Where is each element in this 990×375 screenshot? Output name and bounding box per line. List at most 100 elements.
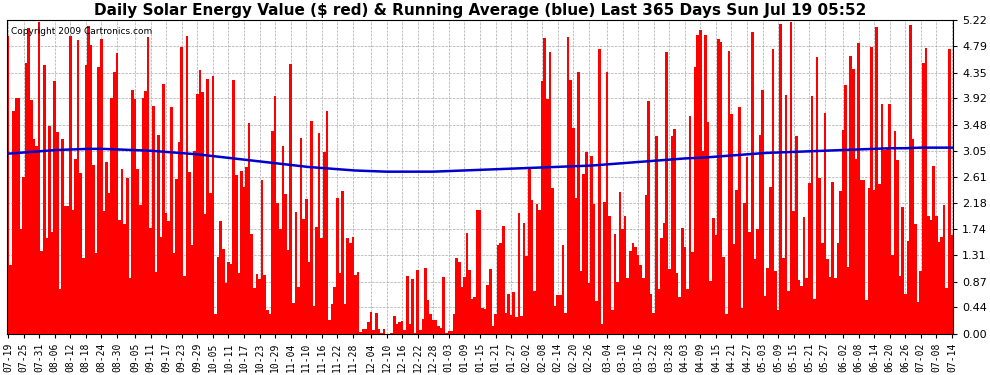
Bar <box>551 188 553 334</box>
Bar <box>134 99 137 334</box>
Bar <box>404 330 406 334</box>
Bar <box>497 245 499 334</box>
Bar <box>624 216 627 334</box>
Bar <box>139 205 142 334</box>
Bar <box>950 235 953 334</box>
Bar <box>274 96 276 334</box>
Bar <box>230 264 233 334</box>
Bar <box>468 270 471 334</box>
Bar <box>559 296 561 334</box>
Bar <box>220 221 222 334</box>
Bar <box>214 314 217 334</box>
Bar <box>894 131 896 334</box>
Bar <box>58 289 61 334</box>
Bar <box>103 211 105 334</box>
Bar <box>369 312 372 334</box>
Bar <box>556 295 559 334</box>
Bar <box>108 193 111 334</box>
Bar <box>907 242 909 334</box>
Bar <box>100 39 103 334</box>
Bar <box>528 169 531 334</box>
Bar <box>880 104 883 334</box>
Bar <box>945 288 948 334</box>
Bar <box>460 287 463 334</box>
Bar <box>681 228 683 334</box>
Bar <box>787 291 790 334</box>
Bar <box>896 160 899 334</box>
Bar <box>865 300 867 334</box>
Bar <box>398 322 401 334</box>
Bar <box>147 37 149 334</box>
Bar <box>111 98 113 334</box>
Bar <box>359 332 362 334</box>
Bar <box>702 151 704 334</box>
Bar <box>637 255 640 334</box>
Bar <box>172 253 175 334</box>
Bar <box>315 226 318 334</box>
Bar <box>577 72 580 334</box>
Bar <box>30 100 33 334</box>
Bar <box>790 22 792 334</box>
Bar <box>824 113 826 334</box>
Bar <box>124 224 126 334</box>
Bar <box>803 217 806 334</box>
Bar <box>71 210 74 334</box>
Bar <box>553 306 556 334</box>
Bar <box>227 262 230 334</box>
Bar <box>354 275 356 334</box>
Bar <box>377 329 380 334</box>
Bar <box>450 331 452 334</box>
Bar <box>118 220 121 334</box>
Bar <box>33 139 36 334</box>
Bar <box>87 26 90 334</box>
Bar <box>707 122 710 334</box>
Bar <box>334 287 336 334</box>
Bar <box>162 84 165 334</box>
Bar <box>536 204 539 334</box>
Bar <box>411 279 414 334</box>
Bar <box>683 248 686 334</box>
Bar <box>715 235 717 334</box>
Bar <box>427 300 430 334</box>
Bar <box>422 320 424 334</box>
Bar <box>728 51 731 334</box>
Bar <box>178 142 180 334</box>
Bar <box>121 169 124 334</box>
Bar <box>912 139 915 334</box>
Bar <box>53 81 56 334</box>
Bar <box>738 106 741 334</box>
Bar <box>321 238 323 334</box>
Bar <box>484 309 486 334</box>
Bar <box>9 265 12 334</box>
Bar <box>193 151 196 334</box>
Bar <box>492 326 494 334</box>
Bar <box>580 272 582 334</box>
Bar <box>513 292 515 334</box>
Bar <box>289 64 292 334</box>
Bar <box>665 52 668 334</box>
Bar <box>751 32 753 334</box>
Bar <box>50 232 53 334</box>
Bar <box>915 224 917 334</box>
Bar <box>862 180 865 334</box>
Bar <box>455 258 458 334</box>
Bar <box>582 174 585 334</box>
Bar <box>546 99 548 334</box>
Bar <box>212 76 214 334</box>
Bar <box>627 278 629 334</box>
Bar <box>741 308 743 334</box>
Bar <box>518 213 520 334</box>
Bar <box>49 126 50 334</box>
Bar <box>295 212 297 334</box>
Bar <box>909 25 912 334</box>
Bar <box>502 226 505 334</box>
Bar <box>572 128 574 334</box>
Bar <box>204 214 206 334</box>
Bar <box>414 333 417 334</box>
Bar <box>860 180 862 334</box>
Bar <box>832 182 834 334</box>
Bar <box>777 310 779 334</box>
Bar <box>745 157 748 334</box>
Bar <box>771 49 774 334</box>
Bar <box>779 24 782 334</box>
